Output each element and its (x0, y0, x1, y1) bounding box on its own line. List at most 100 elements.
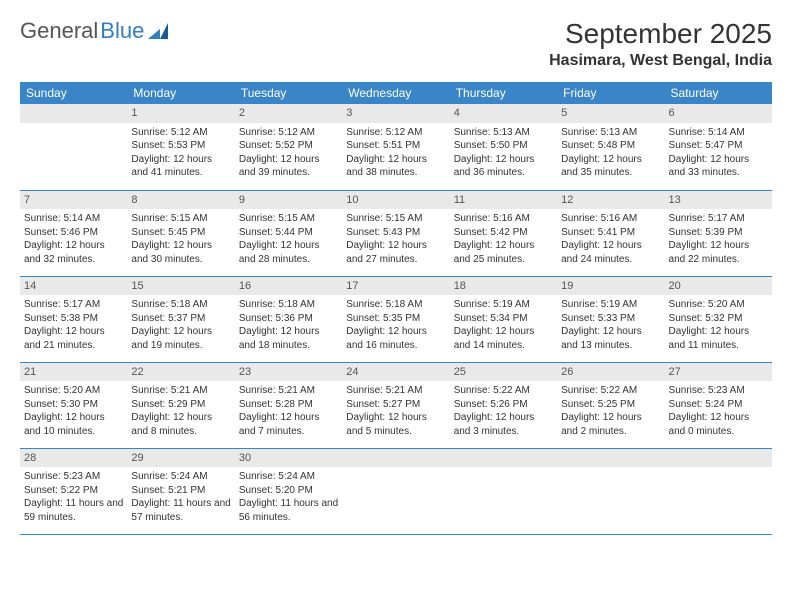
day-body: Sunrise: 5:18 AMSunset: 5:36 PMDaylight:… (235, 295, 342, 356)
weekday-header-row: Sunday Monday Tuesday Wednesday Thursday… (20, 82, 772, 104)
day-body (557, 467, 664, 527)
sunset-text: Sunset: 5:50 PM (454, 139, 553, 153)
sunset-text: Sunset: 5:46 PM (24, 226, 123, 240)
logo-mark-icon (148, 23, 168, 39)
day-body: Sunrise: 5:17 AMSunset: 5:39 PMDaylight:… (665, 209, 772, 270)
day-body: Sunrise: 5:18 AMSunset: 5:37 PMDaylight:… (127, 295, 234, 356)
day-body: Sunrise: 5:13 AMSunset: 5:48 PMDaylight:… (557, 123, 664, 184)
logo: GeneralBlue (20, 18, 168, 44)
sunset-text: Sunset: 5:45 PM (131, 226, 230, 240)
daylight-text: Daylight: 12 hours and 2 minutes. (561, 411, 660, 438)
day-number (450, 449, 557, 468)
calendar-week-row: 1Sunrise: 5:12 AMSunset: 5:53 PMDaylight… (20, 104, 772, 190)
sunset-text: Sunset: 5:48 PM (561, 139, 660, 153)
daylight-text: Daylight: 12 hours and 41 minutes. (131, 153, 230, 180)
sunrise-text: Sunrise: 5:21 AM (346, 384, 445, 398)
day-body: Sunrise: 5:16 AMSunset: 5:42 PMDaylight:… (450, 209, 557, 270)
day-body: Sunrise: 5:16 AMSunset: 5:41 PMDaylight:… (557, 209, 664, 270)
calendar-day-cell: 22Sunrise: 5:21 AMSunset: 5:29 PMDayligh… (127, 362, 234, 448)
calendar-day-cell: 9Sunrise: 5:15 AMSunset: 5:44 PMDaylight… (235, 190, 342, 276)
daylight-text: Daylight: 12 hours and 16 minutes. (346, 325, 445, 352)
day-body: Sunrise: 5:13 AMSunset: 5:50 PMDaylight:… (450, 123, 557, 184)
sunrise-text: Sunrise: 5:15 AM (346, 212, 445, 226)
calendar-day-cell: 2Sunrise: 5:12 AMSunset: 5:52 PMDaylight… (235, 104, 342, 190)
day-number: 18 (450, 277, 557, 296)
daylight-text: Daylight: 12 hours and 14 minutes. (454, 325, 553, 352)
day-body (20, 123, 127, 183)
sunset-text: Sunset: 5:53 PM (131, 139, 230, 153)
daylight-text: Daylight: 12 hours and 30 minutes. (131, 239, 230, 266)
sunrise-text: Sunrise: 5:24 AM (239, 470, 338, 484)
daylight-text: Daylight: 12 hours and 22 minutes. (669, 239, 768, 266)
sunrise-text: Sunrise: 5:18 AM (346, 298, 445, 312)
sunrise-text: Sunrise: 5:16 AM (561, 212, 660, 226)
sunset-text: Sunset: 5:22 PM (24, 484, 123, 498)
daylight-text: Daylight: 12 hours and 7 minutes. (239, 411, 338, 438)
day-number: 12 (557, 191, 664, 210)
daylight-text: Daylight: 12 hours and 18 minutes. (239, 325, 338, 352)
calendar-day-cell: 15Sunrise: 5:18 AMSunset: 5:37 PMDayligh… (127, 276, 234, 362)
day-body: Sunrise: 5:20 AMSunset: 5:32 PMDaylight:… (665, 295, 772, 356)
day-number: 5 (557, 104, 664, 123)
day-body (450, 467, 557, 527)
sunset-text: Sunset: 5:33 PM (561, 312, 660, 326)
day-number: 21 (20, 363, 127, 382)
day-number: 30 (235, 449, 342, 468)
sunrise-text: Sunrise: 5:15 AM (239, 212, 338, 226)
day-number: 16 (235, 277, 342, 296)
daylight-text: Daylight: 12 hours and 38 minutes. (346, 153, 445, 180)
sunrise-text: Sunrise: 5:19 AM (561, 298, 660, 312)
day-number: 9 (235, 191, 342, 210)
sunrise-text: Sunrise: 5:17 AM (24, 298, 123, 312)
day-number: 27 (665, 363, 772, 382)
day-number: 19 (557, 277, 664, 296)
calendar-day-cell: 16Sunrise: 5:18 AMSunset: 5:36 PMDayligh… (235, 276, 342, 362)
sunset-text: Sunset: 5:29 PM (131, 398, 230, 412)
logo-text-2: Blue (100, 18, 144, 44)
calendar-week-row: 21 Sunrise: 5:20 AMSunset: 5:30 PM Dayligh… (20, 362, 772, 448)
sunset-text: Sunset: 5:32 PM (669, 312, 768, 326)
sunrise-text: Sunrise: 5:12 AM (346, 126, 445, 140)
calendar-week-row: 7Sunrise: 5:14 AMSunset: 5:46 PMDaylight… (20, 190, 772, 276)
sunrise-text: Sunrise: 5:13 AM (561, 126, 660, 140)
daylight-text: Daylight: 12 hours and 24 minutes. (561, 239, 660, 266)
day-number (557, 449, 664, 468)
sunset-text: Sunset: 5:41 PM (561, 226, 660, 240)
calendar-week-row: 28Sunrise: 5:23 AMSunset: 5:22 PMDayligh… (20, 448, 772, 534)
sunset-text: Sunset: 5:52 PM (239, 139, 338, 153)
sunrise-text: Sunrise: 5:17 AM (669, 212, 768, 226)
sunset-text: Sunset: 5:30 PM (24, 398, 123, 412)
calendar-table: Sunday Monday Tuesday Wednesday Thursday… (20, 82, 772, 535)
title-block: September 2025 Hasimara, West Bengal, In… (549, 18, 772, 70)
sunrise-text: Sunrise: 5:18 AM (131, 298, 230, 312)
calendar-day-cell: 7Sunrise: 5:14 AMSunset: 5:46 PMDaylight… (20, 190, 127, 276)
calendar-day-cell: 6Sunrise: 5:14 AMSunset: 5:47 PMDaylight… (665, 104, 772, 190)
calendar-day-cell (665, 448, 772, 534)
daylight-text: Daylight: 11 hours and 56 minutes. (239, 497, 338, 524)
month-title: September 2025 (549, 18, 772, 50)
sunrise-text: Sunrise: 5:15 AM (131, 212, 230, 226)
sunset-text: Sunset: 5:38 PM (24, 312, 123, 326)
calendar-day-cell: 17Sunrise: 5:18 AMSunset: 5:35 PMDayligh… (342, 276, 449, 362)
sunset-text: Sunset: 5:37 PM (131, 312, 230, 326)
day-number: 6 (665, 104, 772, 123)
daylight-text: Daylight: 12 hours and 27 minutes. (346, 239, 445, 266)
sunrise-text: Sunrise: 5:22 AM (454, 384, 553, 398)
day-body: Sunrise: 5:18 AMSunset: 5:35 PMDaylight:… (342, 295, 449, 356)
calendar-day-cell: 30Sunrise: 5:24 AMSunset: 5:20 PMDayligh… (235, 448, 342, 534)
day-number: 26 (557, 363, 664, 382)
weekday-header: Sunday (20, 82, 127, 104)
day-number: 23 (235, 363, 342, 382)
daylight-text: Daylight: 12 hours and 36 minutes. (454, 153, 553, 180)
sunrise-text: Sunrise: 5:20 AM (24, 384, 123, 398)
calendar-day-cell: 26Sunrise: 5:22 AMSunset: 5:25 PMDayligh… (557, 362, 664, 448)
day-number: 1 (127, 104, 234, 123)
calendar-day-cell: 3Sunrise: 5:12 AMSunset: 5:51 PMDaylight… (342, 104, 449, 190)
calendar-day-cell: 10Sunrise: 5:15 AMSunset: 5:43 PMDayligh… (342, 190, 449, 276)
weekday-header: Friday (557, 82, 664, 104)
day-number: 22 (127, 363, 234, 382)
header: GeneralBlue September 2025 Hasimara, Wes… (20, 18, 772, 70)
calendar-day-cell: 28Sunrise: 5:23 AMSunset: 5:22 PMDayligh… (20, 448, 127, 534)
day-number: 4 (450, 104, 557, 123)
sunrise-text: Sunrise: 5:23 AM (669, 384, 768, 398)
